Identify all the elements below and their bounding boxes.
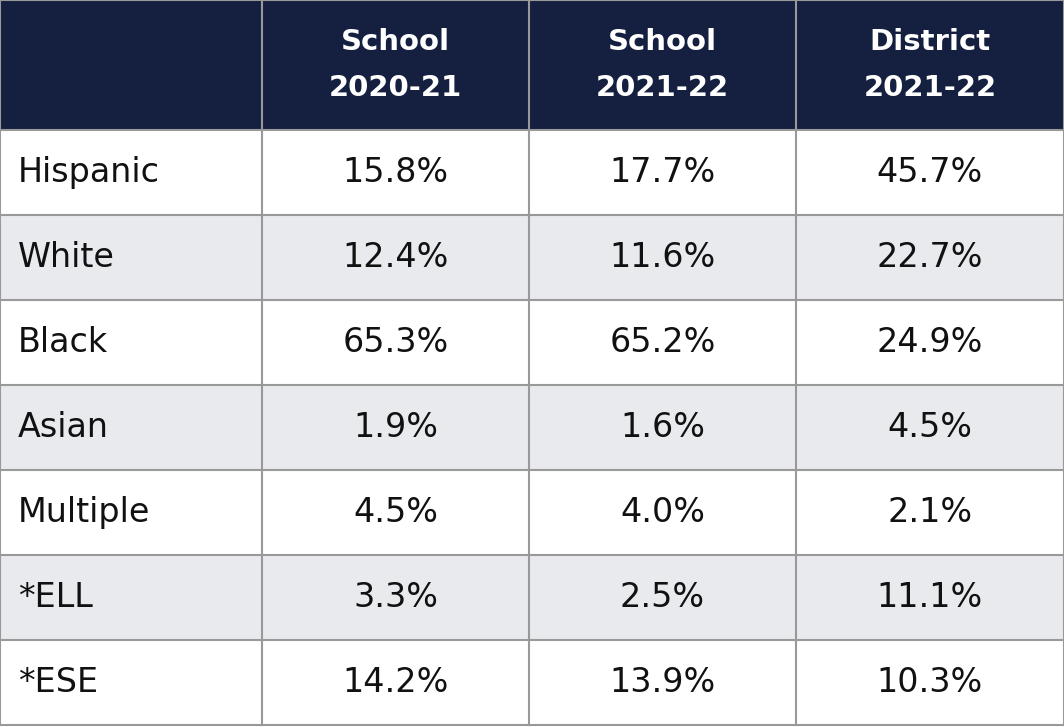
Bar — [262, 215, 529, 300]
Text: 4.0%: 4.0% — [620, 496, 705, 529]
Text: *ELL: *ELL — [18, 581, 93, 614]
Bar — [529, 640, 796, 725]
Bar — [529, 300, 796, 385]
Bar — [262, 385, 529, 470]
Text: 22.7%: 22.7% — [877, 241, 983, 274]
Text: 2.1%: 2.1% — [887, 496, 972, 529]
Bar — [529, 470, 796, 555]
Bar — [262, 130, 529, 215]
Text: Multiple: Multiple — [18, 496, 150, 529]
Text: 17.7%: 17.7% — [610, 156, 716, 189]
Bar — [796, 130, 1064, 215]
Text: 11.6%: 11.6% — [610, 241, 716, 274]
Text: School
2020-21: School 2020-21 — [329, 28, 462, 102]
Text: Hispanic: Hispanic — [18, 156, 160, 189]
Bar — [529, 555, 796, 640]
Text: Asian: Asian — [18, 411, 109, 444]
Text: 12.4%: 12.4% — [343, 241, 449, 274]
Text: 3.3%: 3.3% — [353, 581, 438, 614]
Bar — [529, 130, 796, 215]
Bar — [0, 130, 262, 215]
Bar — [0, 470, 262, 555]
Bar — [796, 555, 1064, 640]
Bar — [0, 300, 262, 385]
Bar — [796, 640, 1064, 725]
Text: 24.9%: 24.9% — [877, 326, 983, 359]
Text: 14.2%: 14.2% — [343, 666, 449, 699]
Bar — [796, 385, 1064, 470]
Bar — [796, 0, 1064, 130]
Bar — [262, 300, 529, 385]
Text: 13.9%: 13.9% — [610, 666, 716, 699]
Bar — [796, 300, 1064, 385]
Text: 2.5%: 2.5% — [620, 581, 705, 614]
Text: 15.8%: 15.8% — [343, 156, 449, 189]
Bar — [796, 470, 1064, 555]
Bar — [0, 0, 262, 130]
Text: 1.9%: 1.9% — [353, 411, 438, 444]
Bar — [262, 0, 529, 130]
Bar — [262, 470, 529, 555]
Text: 4.5%: 4.5% — [887, 411, 972, 444]
Bar — [0, 215, 262, 300]
Bar — [262, 555, 529, 640]
Text: 65.2%: 65.2% — [610, 326, 716, 359]
Bar — [0, 555, 262, 640]
Text: 11.1%: 11.1% — [877, 581, 983, 614]
Text: 45.7%: 45.7% — [877, 156, 983, 189]
Bar — [0, 640, 262, 725]
Bar — [529, 215, 796, 300]
Bar — [529, 385, 796, 470]
Text: 4.5%: 4.5% — [353, 496, 438, 529]
Text: School
2021-22: School 2021-22 — [596, 28, 729, 102]
Text: 65.3%: 65.3% — [343, 326, 449, 359]
Text: Black: Black — [18, 326, 109, 359]
Text: 1.6%: 1.6% — [620, 411, 705, 444]
Bar — [262, 640, 529, 725]
Text: District
2021-22: District 2021-22 — [864, 28, 997, 102]
Text: White: White — [18, 241, 115, 274]
Bar — [529, 0, 796, 130]
Text: 10.3%: 10.3% — [877, 666, 983, 699]
Bar — [0, 385, 262, 470]
Text: *ESE: *ESE — [18, 666, 98, 699]
Bar — [796, 215, 1064, 300]
